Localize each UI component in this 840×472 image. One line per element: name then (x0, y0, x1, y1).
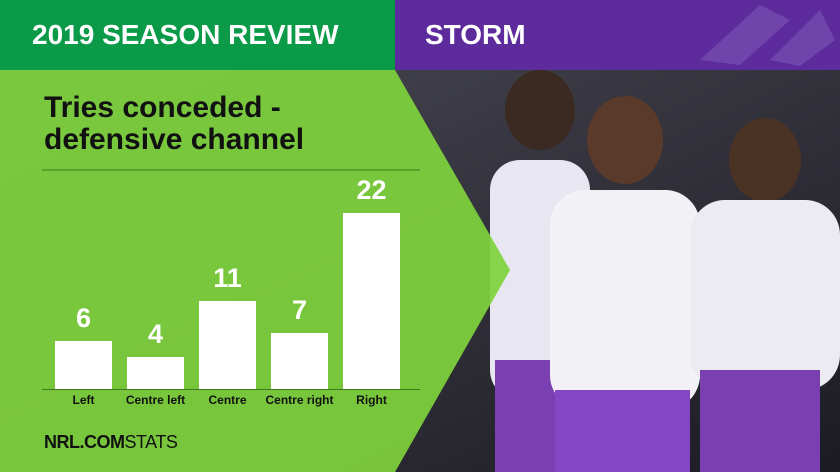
header-title: 2019 SEASON REVIEW (32, 19, 339, 50)
chart-title: Tries conceded - defensive channel (44, 91, 305, 156)
value-label: 7 (291, 295, 308, 325)
bar (55, 341, 112, 389)
value-label: 4 (147, 319, 164, 349)
logo (700, 5, 835, 66)
value-label: 6 (75, 303, 92, 333)
footer-suffix: STATS (124, 432, 178, 452)
x-tick-label: Centre left (125, 393, 186, 407)
header-team: STORM (425, 19, 526, 50)
value-label: 11 (213, 263, 242, 293)
players (490, 70, 840, 472)
footer: NRL.COMSTATS (44, 432, 178, 453)
x-tick-label: Left (72, 393, 95, 407)
x-tick-label: Centre (208, 393, 247, 407)
x-tick-label: Centre right (265, 393, 334, 407)
bar (343, 213, 400, 389)
bar (199, 301, 256, 389)
footer-brand: NRL.COM (44, 432, 125, 452)
bar (127, 357, 184, 389)
x-tick-label: Right (356, 393, 387, 407)
header-left-bg (0, 0, 395, 70)
value-label: 22 (356, 175, 387, 205)
bar (271, 333, 328, 389)
